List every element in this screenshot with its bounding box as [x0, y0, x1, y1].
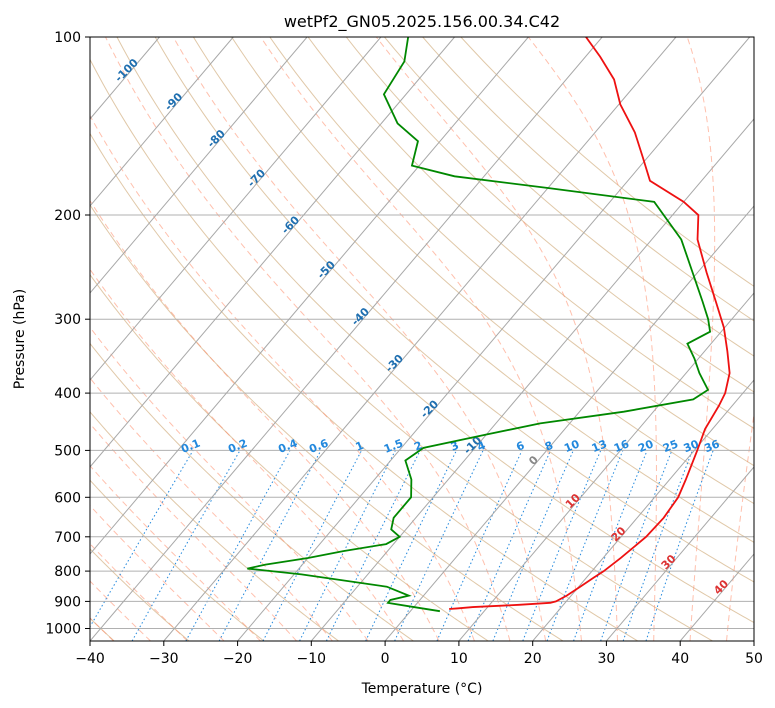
mixing-ratio-line [185, 450, 291, 641]
mixing-ratio-label: 1 [354, 439, 366, 454]
mixing-ratio-label: 16 [612, 437, 631, 455]
mixing-ratio-label: 3 [449, 439, 461, 454]
moist-adiabat-line [686, 37, 716, 641]
mixing-ratio-line [546, 450, 624, 641]
mixing-ratio-line [600, 450, 673, 641]
mixing-ratio-line [645, 450, 714, 641]
y-axis-label: Pressure (hPa) [12, 289, 28, 389]
isotherm-line [237, 37, 751, 641]
y-tick-label: 1000 [45, 622, 81, 638]
dry-adiabat-line [460, 37, 754, 287]
dry-adiabat-line [116, 37, 754, 624]
dry-adiabat-line [90, 548, 190, 641]
isotherm-line [606, 466, 754, 641]
moist-adiabat-line [90, 543, 188, 641]
isotherm-line [310, 118, 754, 641]
x-tick-label: 0 [381, 651, 390, 667]
isotherm-line [90, 37, 234, 207]
moist-adiabat-line [726, 410, 754, 641]
moist-adiabat-line [90, 268, 404, 641]
moist-adiabat-line [90, 326, 369, 641]
y-tick-label: 400 [54, 386, 81, 402]
moist-adiabat-line [105, 37, 511, 641]
mixing-ratio-label: 2 [412, 439, 424, 454]
x-tick-label: 50 [745, 651, 763, 667]
dry-adiabat-line [90, 479, 265, 641]
moist-adiabat-line [90, 580, 151, 641]
mixing-ratio-label: 25 [661, 437, 680, 455]
moist-adiabats [90, 37, 754, 641]
moist-adiabat-line [90, 377, 333, 641]
x-tick-label: −40 [75, 651, 105, 667]
mixing-ratio-label: 10 [562, 437, 581, 455]
dry-adiabat-line [90, 204, 564, 641]
isotherm-line [458, 292, 754, 641]
x-axis-ticks: −40 −30 −20 −10 0 10 20 30 40 50 [75, 641, 763, 667]
mixing-ratio-line [573, 450, 648, 641]
isotherm-line [90, 37, 382, 381]
skewed-isotherms [90, 37, 754, 641]
x-tick-label: −30 [149, 651, 179, 667]
isotherm-line [90, 37, 529, 555]
y-tick-label: 900 [54, 594, 81, 610]
dewpoint-profile [247, 37, 712, 613]
y-axis-ticks: 100 200 300 400 500 600 700 800 900 1000 [45, 30, 90, 638]
dry-adiabat-line [307, 37, 754, 430]
x-tick-label: −20 [223, 651, 253, 667]
x-tick-label: 10 [450, 651, 468, 667]
dry-adiabat-line [269, 37, 754, 467]
mixing-ratio-label: 8 [543, 439, 555, 454]
mixing-ratio-line [299, 450, 396, 641]
dry-adiabat-line [384, 37, 754, 357]
temperature-profile [449, 37, 731, 610]
x-tick-label: 30 [597, 651, 615, 667]
y-tick-label: 600 [54, 490, 81, 506]
dry-adiabat-line [90, 273, 489, 641]
y-tick-label: 300 [54, 312, 81, 328]
moist-adiabat-line [260, 37, 582, 641]
mixing-ratio-line [218, 450, 322, 641]
y-tick-label: 100 [54, 30, 81, 46]
chart-title: wetPf2_GN05.2025.156.00.34.C42 [284, 12, 560, 32]
x-tick-label: −10 [297, 651, 327, 667]
y-tick-label: 800 [54, 564, 81, 580]
y-tick-label: 700 [54, 530, 81, 546]
mixing-ratio-line [467, 450, 552, 641]
x-axis-label: Temperature (°C) [361, 681, 483, 697]
moist-adiabat-line [90, 422, 297, 641]
mixing-ratio-line [436, 450, 523, 641]
isotherm-line [532, 379, 754, 641]
mixing-ratio-label: 36 [702, 437, 721, 455]
dry-adiabat-line [154, 37, 754, 583]
gridlines [90, 37, 754, 629]
mixing-ratio-line [325, 450, 421, 641]
dry-adiabat-line [90, 411, 339, 641]
mixing-ratio-label: 13 [590, 437, 609, 455]
isotherm-line [90, 37, 455, 468]
moist-adiabat-line [172, 37, 547, 641]
isotherm-line [163, 37, 677, 641]
isotherm-line [90, 37, 308, 294]
y-tick-label: 200 [54, 208, 81, 224]
moist-adiabat-line [90, 199, 440, 641]
isotherm-line [384, 205, 754, 641]
plot-frame [89, 36, 755, 642]
mixing-ratio-line [622, 450, 693, 641]
y-tick-label: 500 [54, 443, 81, 459]
isotherm-line [90, 37, 603, 641]
mixing-ratio-label: 20 [636, 437, 655, 455]
moist-adiabat-line [90, 114, 475, 641]
dry-adiabat-line [231, 37, 754, 505]
dry-adiabat-line [345, 37, 754, 393]
x-tick-label: 20 [524, 651, 542, 667]
plot-area: -100-90-80-70-60-50-40-30-20-10 0.1 0.2 0.… [90, 37, 754, 641]
moist-adiabat-line [527, 37, 657, 641]
mixing-ratio-lines [90, 450, 714, 641]
mixing-ratio-line [522, 450, 602, 641]
x-tick-label: 40 [671, 651, 689, 667]
